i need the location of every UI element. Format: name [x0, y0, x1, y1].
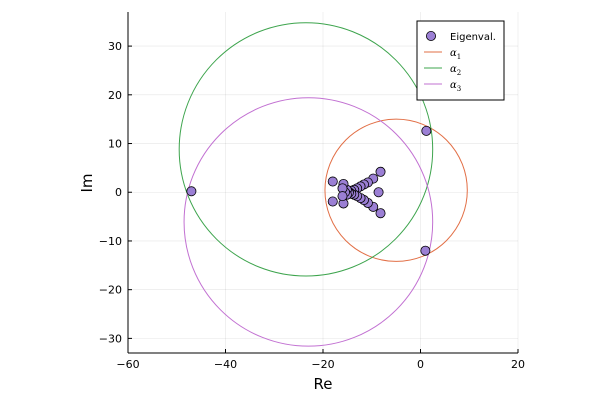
eigenvalue-point: [375, 166, 386, 177]
y-axis-title: Im: [78, 173, 96, 192]
eigenvalue-point: [421, 125, 432, 136]
eigenvalue-point: [327, 176, 338, 187]
legend-label-alpha-2: α2: [450, 64, 461, 77]
alpha-circle-3: [183, 97, 434, 347]
eigenvalue-point: [373, 187, 384, 198]
legend: Eigenval. α1 α2 α3: [416, 20, 505, 101]
legend-marker-eigenvalues: [425, 30, 436, 41]
x-tick-label: −60: [116, 358, 139, 371]
alpha-circle-1: [324, 118, 468, 262]
y-tick-label: −20: [99, 284, 122, 297]
legend-label-alpha-1: α1: [450, 48, 461, 61]
x-axis-title: Re: [314, 375, 333, 393]
y-tick-label: 30: [108, 40, 122, 53]
x-tick-label: 20: [511, 358, 525, 371]
x-tick-label: −20: [311, 358, 334, 371]
eigenvalue-point: [327, 196, 338, 207]
y-tick-label: 20: [108, 89, 122, 102]
legend-label-eigenvalues: Eigenval.: [450, 32, 496, 43]
y-tick-label: −10: [99, 235, 122, 248]
eigenvalue-point: [337, 191, 348, 202]
y-tick-label: 10: [108, 138, 122, 151]
eigenvalue-point: [420, 245, 431, 256]
alpha-circle-2: [178, 22, 434, 277]
axes: [127, 12, 519, 354]
eigenvalue-point: [186, 186, 197, 197]
series-layer: [178, 22, 468, 347]
y-tick-label: 0: [115, 186, 122, 199]
tick-labels: −60 −40 −20 0 20 −30 −20 −10 0 10 20 30: [99, 40, 525, 371]
eigenvalue-point: [375, 208, 386, 219]
grid: [127, 12, 519, 353]
x-tick-label: 0: [417, 358, 424, 371]
y-tick-label: −30: [99, 332, 122, 345]
legend-label-alpha-3: α3: [450, 80, 461, 93]
x-tick-label: −40: [214, 358, 237, 371]
